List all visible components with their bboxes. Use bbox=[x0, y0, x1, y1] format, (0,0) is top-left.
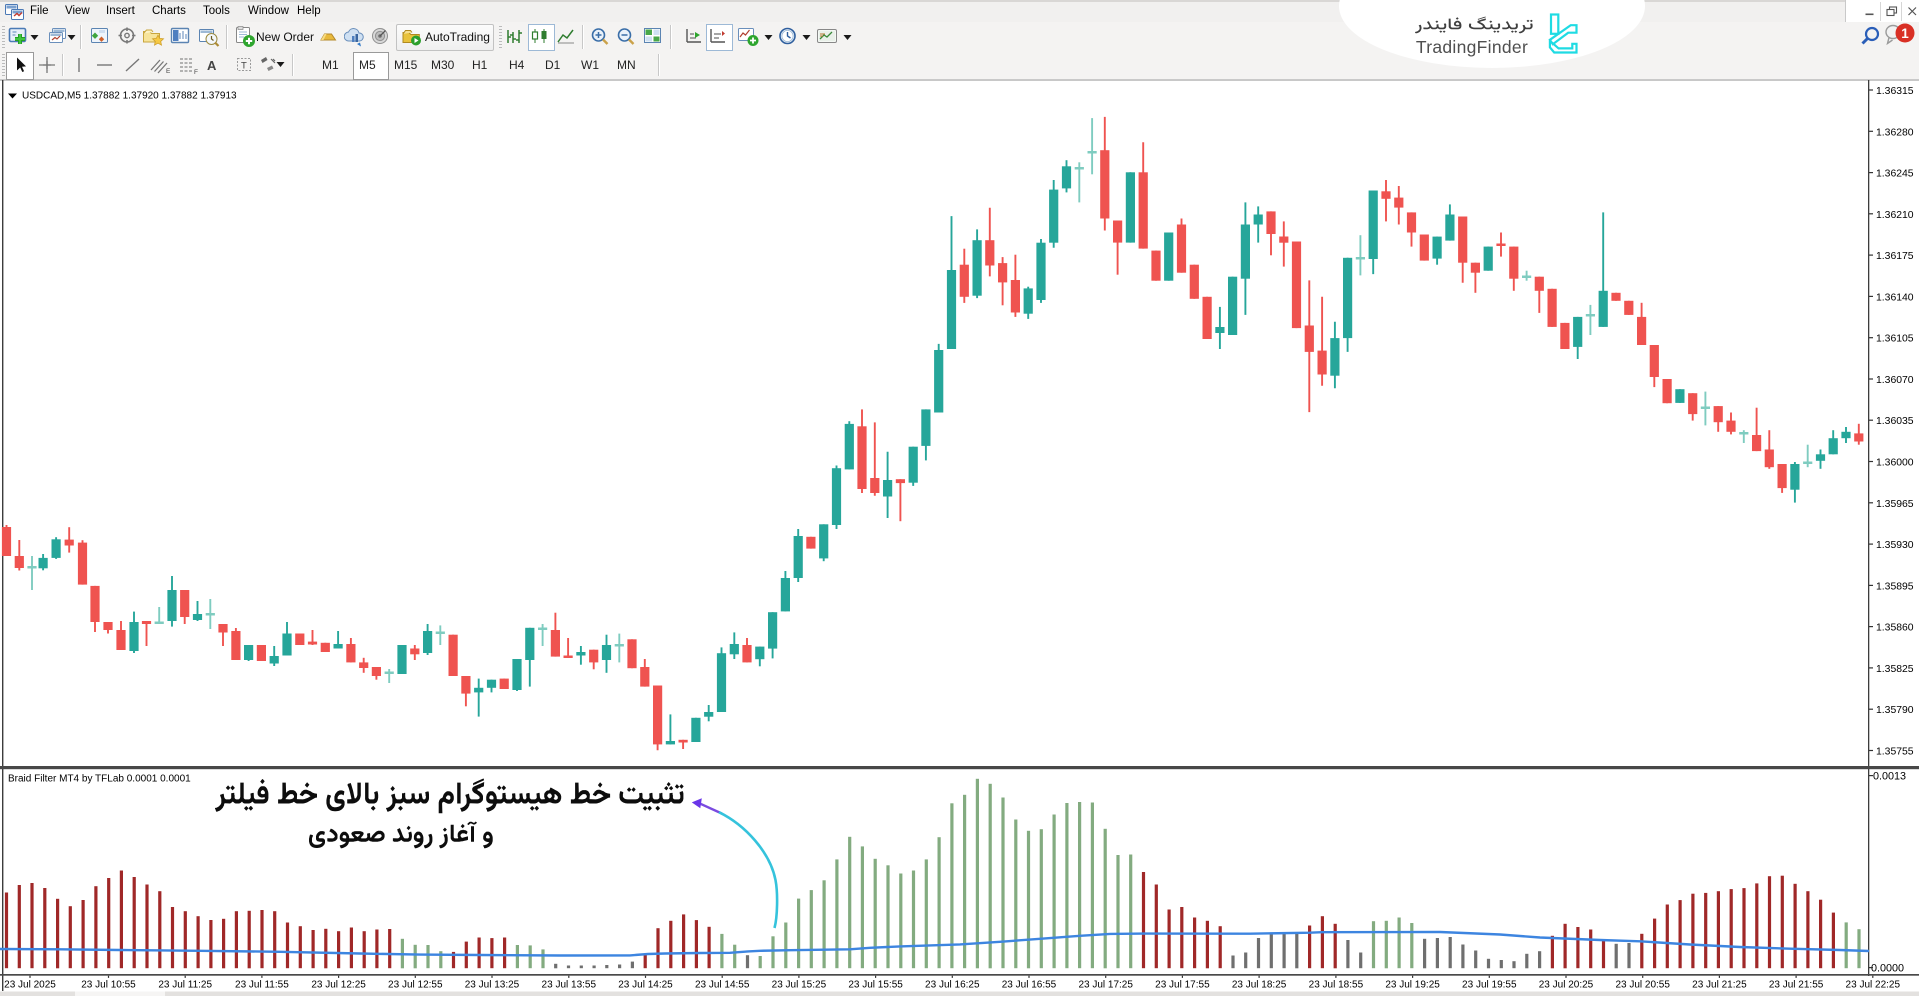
svg-text:E: E bbox=[166, 68, 171, 74]
svg-text:1.36000: 1.36000 bbox=[1876, 458, 1914, 469]
svg-text:Braid Filter MT4 by TFLab 0.00: Braid Filter MT4 by TFLab 0.0001 0.0001 bbox=[8, 774, 191, 785]
svg-text:1.36280: 1.36280 bbox=[1876, 127, 1914, 138]
svg-text:23 Jul 12:55: 23 Jul 12:55 bbox=[388, 980, 443, 991]
svg-text:23 Jul 12:25: 23 Jul 12:25 bbox=[311, 980, 366, 991]
svg-text:23 Jul 17:55: 23 Jul 17:55 bbox=[1155, 980, 1210, 991]
svg-text:23 Jul 20:55: 23 Jul 20:55 bbox=[1615, 980, 1670, 991]
svg-text:TradingFinder: TradingFinder bbox=[1416, 37, 1528, 57]
svg-text:1.36210: 1.36210 bbox=[1876, 210, 1914, 221]
svg-text:23 Jul 11:25: 23 Jul 11:25 bbox=[158, 980, 212, 991]
svg-text:23 Jul 13:55: 23 Jul 13:55 bbox=[542, 980, 597, 991]
svg-text:23 Jul 14:55: 23 Jul 14:55 bbox=[695, 980, 750, 991]
svg-text:23 Jul 21:55: 23 Jul 21:55 bbox=[1769, 980, 1824, 991]
svg-text:1.35825: 1.35825 bbox=[1876, 664, 1914, 675]
svg-text:23 Jul 16:25: 23 Jul 16:25 bbox=[925, 980, 980, 991]
svg-text:1.35860: 1.35860 bbox=[1876, 623, 1914, 634]
svg-text:23 Jul 2025: 23 Jul 2025 bbox=[4, 980, 56, 991]
svg-text:1.36070: 1.36070 bbox=[1876, 375, 1914, 386]
svg-text:0.0000: 0.0000 bbox=[1871, 963, 1904, 975]
svg-text:1.36245: 1.36245 bbox=[1876, 169, 1914, 180]
svg-text:1.35895: 1.35895 bbox=[1876, 581, 1914, 592]
svg-text:1: 1 bbox=[1901, 26, 1909, 41]
svg-text:23 Jul 17:25: 23 Jul 17:25 bbox=[1078, 980, 1133, 991]
svg-text:0.0013: 0.0013 bbox=[1873, 771, 1906, 783]
svg-text:23 Jul 22:25: 23 Jul 22:25 bbox=[1846, 980, 1901, 991]
svg-text:23 Jul 13:25: 23 Jul 13:25 bbox=[465, 980, 520, 991]
svg-text:1.35755: 1.35755 bbox=[1876, 747, 1914, 758]
svg-text:23 Jul 16:55: 23 Jul 16:55 bbox=[1002, 980, 1057, 991]
svg-text:23 Jul 18:55: 23 Jul 18:55 bbox=[1309, 980, 1364, 991]
svg-text:23 Jul 20:25: 23 Jul 20:25 bbox=[1539, 980, 1594, 991]
svg-text:23 Jul 19:25: 23 Jul 19:25 bbox=[1385, 980, 1440, 991]
svg-text:T: T bbox=[241, 61, 247, 72]
svg-text:F: F bbox=[194, 69, 198, 74]
svg-text:23 Jul 19:55: 23 Jul 19:55 bbox=[1462, 980, 1517, 991]
svg-text:23 Jul 15:55: 23 Jul 15:55 bbox=[848, 980, 903, 991]
svg-text:1.36315: 1.36315 bbox=[1876, 86, 1914, 97]
svg-text:1.36105: 1.36105 bbox=[1876, 334, 1914, 345]
svg-text:23 Jul 11:55: 23 Jul 11:55 bbox=[235, 980, 289, 991]
svg-text:23 Jul 10:55: 23 Jul 10:55 bbox=[81, 980, 136, 991]
svg-text:1.35790: 1.35790 bbox=[1876, 705, 1914, 716]
svg-text:USDCAD,M5 1.37882 1.37920 1.3: USDCAD,M5 1.37882 1.37920 1.37882 1.3791… bbox=[22, 91, 237, 102]
svg-text:1.36140: 1.36140 bbox=[1876, 292, 1914, 303]
svg-text:23 Jul 21:25: 23 Jul 21:25 bbox=[1692, 980, 1747, 991]
svg-text:23 Jul 14:25: 23 Jul 14:25 bbox=[618, 980, 673, 991]
svg-text:1.35930: 1.35930 bbox=[1876, 540, 1914, 551]
svg-text:1.35965: 1.35965 bbox=[1876, 499, 1914, 510]
svg-text:1.36035: 1.36035 bbox=[1876, 416, 1914, 427]
svg-text:1.36175: 1.36175 bbox=[1876, 251, 1914, 262]
svg-text:23 Jul 18:25: 23 Jul 18:25 bbox=[1232, 980, 1287, 991]
svg-text:23 Jul 15:25: 23 Jul 15:25 bbox=[772, 980, 827, 991]
